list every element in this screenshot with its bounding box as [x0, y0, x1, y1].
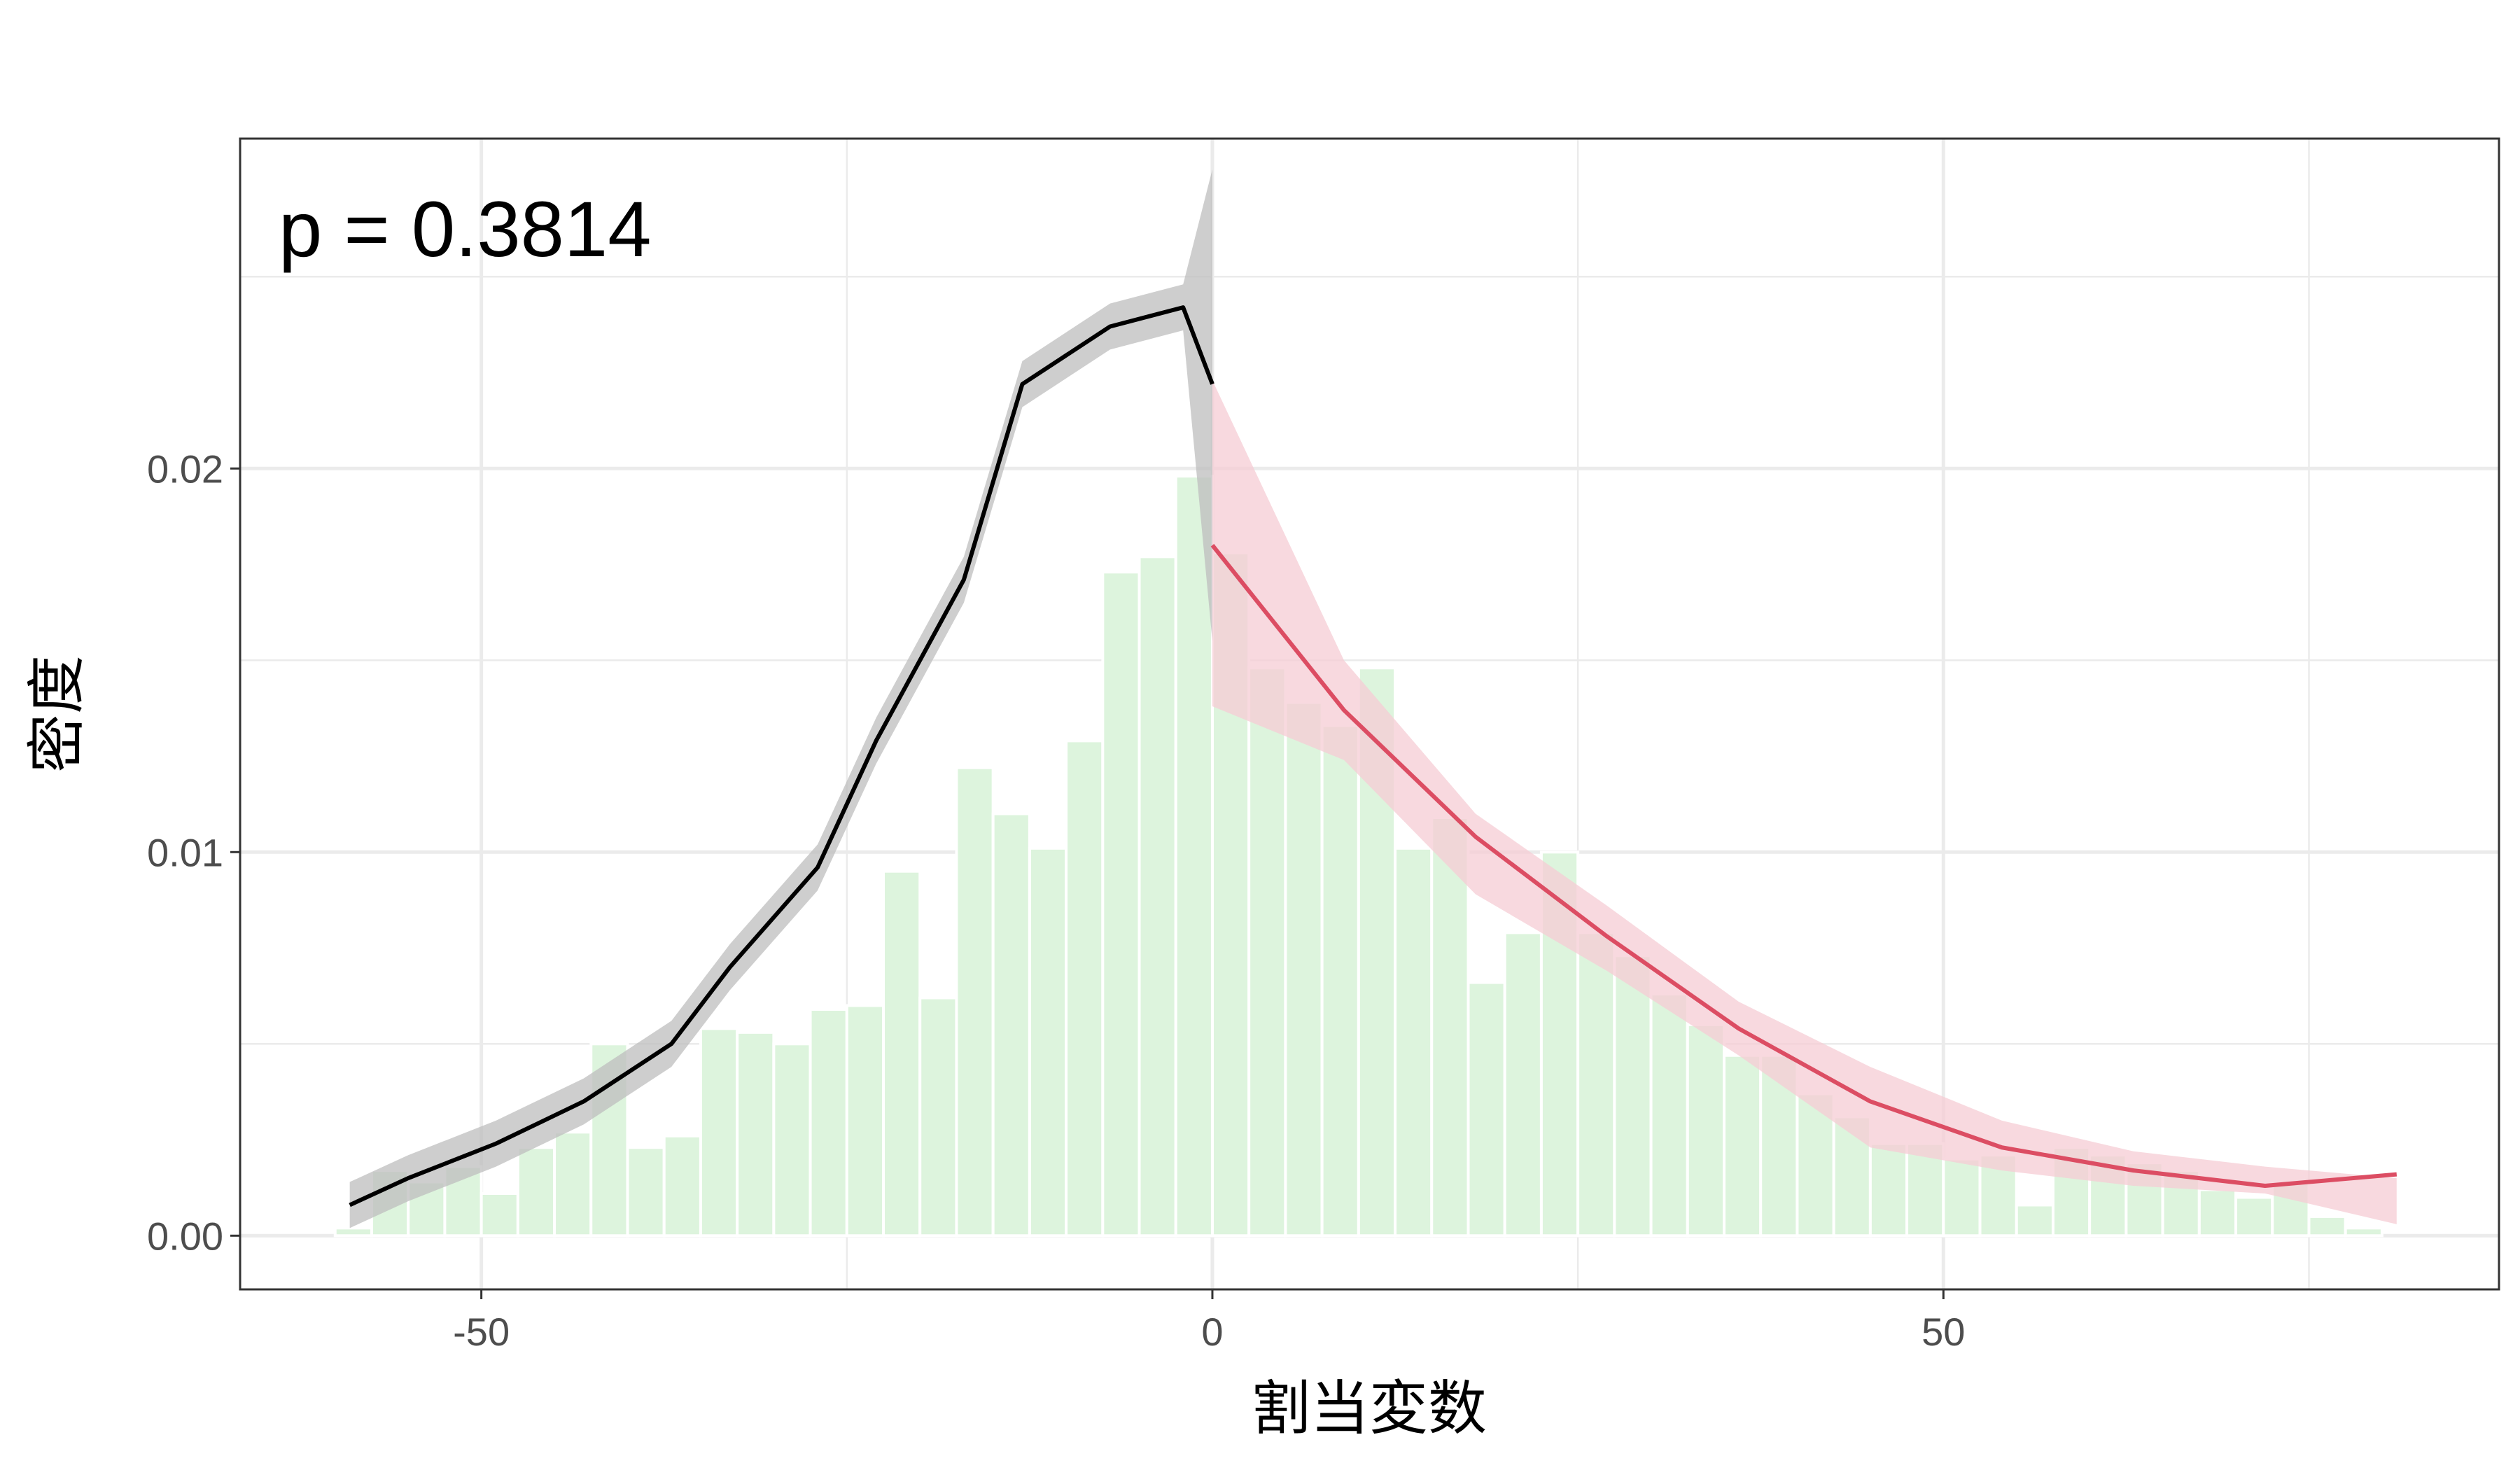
x-tick-label: -50	[453, 1310, 510, 1354]
histogram-bar	[1686, 1023, 1726, 1238]
histogram-bar	[772, 1042, 812, 1238]
histogram-bar	[845, 1004, 886, 1238]
density-lines	[349, 305, 2398, 1208]
right-confidence-band	[1212, 380, 2397, 1224]
histogram-bar	[1101, 570, 1141, 1238]
histogram-bar	[699, 1027, 739, 1238]
histogram-bar	[1174, 475, 1214, 1238]
p-value-annotation: p = 0.3814	[279, 186, 652, 273]
left-density-line	[349, 305, 1214, 1208]
histogram-bar	[1320, 724, 1360, 1238]
x-axis: -50 0 50	[453, 1289, 1965, 1354]
histogram-bar	[2307, 1214, 2347, 1238]
histogram-bar	[2344, 1226, 2384, 1238]
histogram-bar	[2015, 1203, 2054, 1238]
histogram-bar	[1649, 993, 1689, 1238]
histogram-bar	[1613, 954, 1653, 1238]
x-axis-title: 割当変数	[1252, 1374, 1487, 1443]
histogram-bar	[2234, 1196, 2274, 1238]
histogram-bar	[1138, 555, 1177, 1238]
histogram-bar	[1394, 846, 1434, 1238]
right-density-line	[1210, 544, 2398, 1189]
histogram-bar	[333, 1226, 373, 1238]
histogram-bar	[662, 1134, 702, 1238]
plot-border	[239, 137, 2500, 1291]
histogram-bar	[1942, 1157, 1982, 1238]
histogram-bar	[1723, 1054, 1763, 1238]
y-tick-label: 0.01	[147, 830, 223, 874]
x-tick-label: 50	[1921, 1310, 1965, 1354]
confidence-bands	[349, 169, 2397, 1228]
histogram-bar	[1576, 931, 1616, 1238]
histogram-bar	[2197, 1188, 2238, 1238]
x-tick-label: 0	[1201, 1310, 1223, 1354]
histogram-bar	[808, 1007, 848, 1238]
histogram-bar	[1028, 846, 1068, 1238]
y-tick-label: 0.02	[147, 447, 223, 491]
histogram-bar	[553, 1130, 593, 1238]
histogram-bar	[1503, 931, 1543, 1238]
histogram-bar	[736, 1030, 776, 1238]
histogram-bar	[626, 1146, 666, 1238]
histogram-bar	[1284, 701, 1324, 1238]
histogram-bar	[1466, 981, 1506, 1238]
y-axis: 0.00 0.01 0.02	[147, 447, 240, 1258]
histogram-bar	[991, 812, 1031, 1238]
histogram-bar	[516, 1146, 556, 1238]
y-axis-title: 密度	[22, 655, 91, 773]
histogram-bar	[1868, 1142, 1909, 1238]
histogram-bar	[479, 1192, 519, 1238]
histogram-bar	[1065, 739, 1105, 1238]
histogram-bar	[1247, 666, 1287, 1238]
histogram-bar	[955, 766, 995, 1238]
histogram-bar	[882, 869, 922, 1238]
histogram-bar	[1430, 816, 1470, 1238]
y-tick-label: 0.00	[147, 1214, 223, 1258]
histogram-bar	[918, 996, 958, 1238]
